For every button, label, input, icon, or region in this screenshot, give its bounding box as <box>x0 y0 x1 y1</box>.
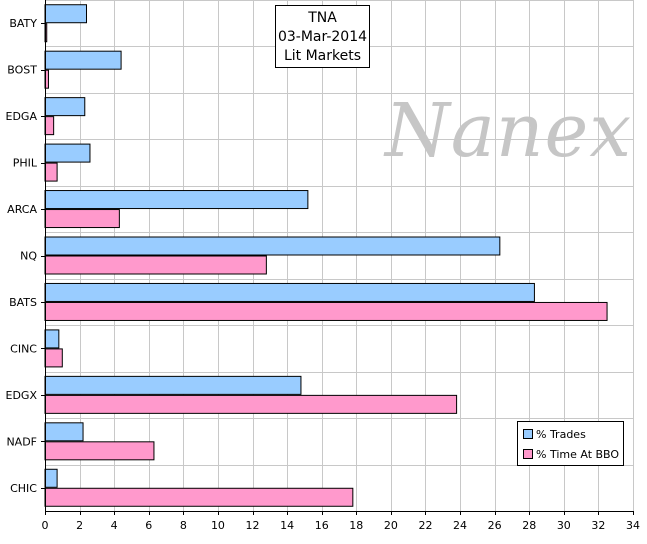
bar-edgx-time-at-bbo <box>44 394 458 414</box>
bar-edgx-trades <box>44 375 302 395</box>
x-tick-label: 6 <box>145 519 152 532</box>
legend-label-time-at-bbo: % Time At BBO <box>536 447 620 461</box>
category-label: EDGA <box>6 110 38 123</box>
category-label: PHIL <box>13 157 38 170</box>
x-tick-label: 20 <box>384 519 398 532</box>
bar-chic-trades <box>44 468 58 488</box>
bar-cinc-time-at-bbo <box>44 348 63 368</box>
category-label: EDGX <box>6 389 38 402</box>
category-label: ARCA <box>7 203 37 216</box>
x-tick-label: 26 <box>488 519 502 532</box>
x-tick-label: 0 <box>42 519 49 532</box>
x-tick-labels: 0 2 4 6 8 10 12 14 16 18 20 22 24 26 28 30 32 34 <box>42 519 641 532</box>
bar-nadf-trades <box>44 422 84 442</box>
legend-label-trades: % Trades <box>536 427 586 441</box>
legend-swatch-trades <box>523 429 533 439</box>
bar-bats-trades <box>44 282 535 302</box>
x-tick-label: 30 <box>557 519 571 532</box>
x-tick-label: 12 <box>246 519 260 532</box>
x-tick-label: 2 <box>76 519 83 532</box>
category-label: BATS <box>9 296 37 309</box>
category-label: NADF <box>6 435 37 448</box>
chart-title: TNA 03-Mar-2014 Lit Markets <box>275 5 370 68</box>
category-label: BATY <box>9 17 37 30</box>
category-labels: BATY BOST EDGA PHIL ARCA NQ BATS CINC EDGX NADF CH… <box>6 17 38 495</box>
bar-chic-time-at-bbo <box>44 487 354 507</box>
bar-nq-trades <box>44 236 501 256</box>
title-line-1: TNA <box>308 10 337 26</box>
bar-edga-time-at-bbo <box>44 116 55 136</box>
bar-baty-trades <box>44 4 88 24</box>
axes <box>41 0 634 515</box>
bar-nadf-time-at-bbo <box>44 441 155 461</box>
title-line-2: 03-Mar-2014 <box>277 29 368 45</box>
x-tick-label: 14 <box>280 519 294 532</box>
x-tick-label: 16 <box>315 519 329 532</box>
bar-phil-trades <box>44 143 91 163</box>
legend: % Trades % Time At BBO <box>517 421 624 466</box>
x-tick-label: 10 <box>211 519 225 532</box>
x-tick-label: 34 <box>626 519 640 532</box>
bar-arca-trades <box>44 190 309 210</box>
category-label: CHIC <box>10 482 37 495</box>
bar-arca-time-at-bbo <box>44 209 120 229</box>
x-tick-label: 32 <box>591 519 605 532</box>
category-label: BOST <box>7 64 37 77</box>
title-line-3: Lit Markets <box>283 48 362 64</box>
x-tick-label: 18 <box>349 519 363 532</box>
category-label: CINC <box>10 342 37 355</box>
bar-bats-time-at-bbo <box>44 301 608 321</box>
x-tick-label: 4 <box>111 519 118 532</box>
bar-cinc-trades <box>44 329 60 349</box>
bars <box>44 4 608 507</box>
bar-edga-trades <box>44 97 86 117</box>
legend-item-time-at-bbo: % Time At BBO <box>523 447 619 461</box>
x-tick-label: 28 <box>522 519 536 532</box>
legend-swatch-time-at-bbo <box>523 449 533 459</box>
x-tick-label: 8 <box>180 519 187 532</box>
legend-item-trades: % Trades <box>523 427 586 441</box>
category-label: NQ <box>20 250 37 263</box>
watermark: Nanex <box>385 88 633 174</box>
x-tick-label: 22 <box>418 519 432 532</box>
bar-nq-time-at-bbo <box>44 255 267 275</box>
bar-phil-time-at-bbo <box>44 162 58 182</box>
x-tick-label: 24 <box>453 519 467 532</box>
bar-bost-trades <box>44 50 122 70</box>
